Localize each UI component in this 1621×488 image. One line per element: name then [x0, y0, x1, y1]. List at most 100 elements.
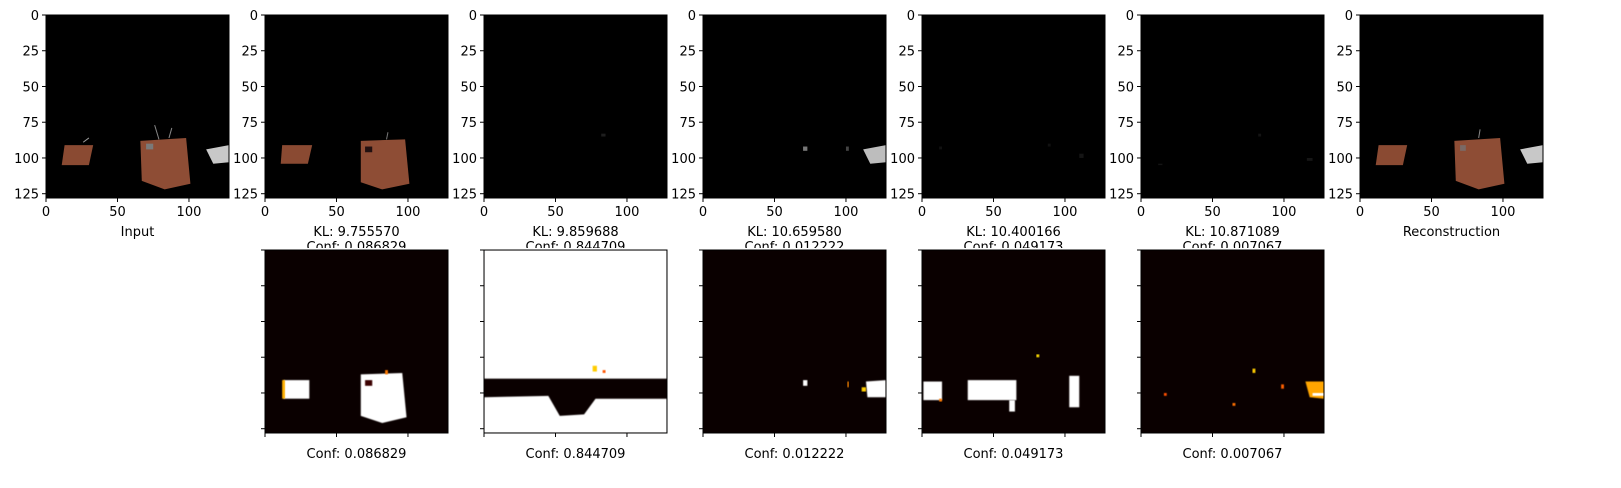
y-tick-label: 0 — [31, 9, 39, 24]
x-tick-label: 50 — [328, 205, 345, 220]
y-tick-label: 50 — [1117, 80, 1134, 95]
kl-label: KL: 10.659580 — [747, 225, 842, 240]
y-tick-label: 25 — [898, 45, 915, 60]
x-tick-label: 100 — [1272, 205, 1297, 220]
y-tick-label: 75 — [1336, 116, 1353, 131]
y-tick-label: 50 — [898, 80, 915, 95]
heatmap-panel-3: Conf: 0.012222 — [699, 248, 887, 462]
y-tick-label: 25 — [22, 45, 39, 60]
y-tick-label: 0 — [688, 9, 696, 24]
y-tick-label: 0 — [1345, 9, 1353, 24]
y-tick-label: 100 — [14, 152, 39, 167]
y-tick-label: 0 — [907, 9, 915, 24]
axes-frame — [1140, 249, 1325, 434]
axes-frame — [921, 14, 1106, 199]
y-tick-label: 0 — [1126, 9, 1134, 24]
kl-label: KL: 9.755570 — [313, 225, 399, 240]
y-tick-label: 125 — [233, 188, 258, 203]
heatmap-panel-1: Conf: 0.086829 — [261, 248, 449, 462]
y-tick-label: 100 — [1109, 152, 1134, 167]
y-tick-label: 125 — [452, 188, 477, 203]
heatmap-area — [265, 250, 448, 433]
y-tick-label: 50 — [241, 80, 258, 95]
x-tick-label: 50 — [1204, 205, 1221, 220]
heatmap-label: Conf: 0.007067 — [1183, 447, 1283, 462]
y-tick-label: 125 — [671, 188, 696, 203]
y-tick-label: 75 — [898, 116, 915, 131]
axes-frame — [483, 249, 668, 434]
axes-frame — [702, 14, 887, 199]
y-tick-label: 75 — [241, 116, 258, 131]
y-tick-label: 25 — [241, 45, 258, 60]
y-tick-label: 75 — [679, 116, 696, 131]
y-tick-label: 125 — [1109, 188, 1134, 203]
kl-label: KL: 10.400166 — [966, 225, 1061, 240]
image-area — [484, 15, 667, 198]
y-tick-label: 50 — [1336, 80, 1353, 95]
heatmap-panel-2: Conf: 0.844709 — [480, 248, 668, 462]
heatmap-label: Conf: 0.844709 — [526, 447, 626, 462]
y-tick-label: 25 — [1336, 45, 1353, 60]
image-area — [265, 15, 448, 198]
image-area — [703, 15, 886, 198]
x-tick-label: 50 — [1423, 205, 1440, 220]
image-area — [922, 15, 1105, 198]
y-tick-label: 100 — [890, 152, 915, 167]
axes-frame — [264, 14, 449, 199]
panel-label: Input — [121, 225, 155, 240]
axes-frame — [1359, 14, 1544, 199]
x-tick-label: 0 — [1137, 205, 1145, 220]
axes-frame — [264, 249, 449, 434]
y-tick-label: 125 — [1328, 188, 1353, 203]
axes-frame — [45, 14, 230, 199]
heatmap-label: Conf: 0.049173 — [964, 447, 1064, 462]
x-tick-label: 50 — [547, 205, 564, 220]
x-tick-label: 100 — [834, 205, 859, 220]
panel-label: Reconstruction — [1403, 225, 1500, 240]
x-tick-label: 0 — [699, 205, 707, 220]
image-area — [46, 15, 229, 198]
y-tick-label: 125 — [14, 188, 39, 203]
axes-frame — [1140, 14, 1325, 199]
heatmap-panel-5: Conf: 0.007067 — [1137, 248, 1325, 462]
y-tick-label: 50 — [679, 80, 696, 95]
y-tick-label: 100 — [1328, 152, 1353, 167]
x-tick-label: 100 — [615, 205, 640, 220]
y-tick-label: 25 — [1117, 45, 1134, 60]
x-tick-label: 0 — [480, 205, 488, 220]
image-panel-7: 0 50 100 0 25 50 75 100 125 Reconstruction — [1328, 9, 1544, 240]
y-tick-label: 25 — [460, 45, 477, 60]
heatmap-label: Conf: 0.086829 — [307, 447, 407, 462]
x-tick-label: 50 — [109, 205, 126, 220]
heatmap-label: Conf: 0.012222 — [745, 447, 845, 462]
y-tick-label: 75 — [1117, 116, 1134, 131]
kl-label: KL: 10.871089 — [1185, 225, 1280, 240]
y-tick-label: 75 — [460, 116, 477, 131]
x-tick-label: 100 — [1053, 205, 1078, 220]
axes-frame — [921, 249, 1106, 434]
axes-frame — [702, 249, 887, 434]
image-area — [1360, 15, 1543, 198]
x-tick-label: 100 — [396, 205, 421, 220]
kl-label: KL: 9.859688 — [532, 225, 618, 240]
image-panel-1: 0 50 100 0 25 50 75 100 125 Input — [14, 9, 230, 240]
y-tick-label: 25 — [679, 45, 696, 60]
heatmap-area — [703, 250, 886, 433]
x-tick-label: 100 — [1491, 205, 1516, 220]
y-tick-label: 50 — [460, 80, 477, 95]
x-tick-label: 0 — [261, 205, 269, 220]
x-tick-label: 50 — [766, 205, 783, 220]
y-tick-label: 0 — [469, 9, 477, 24]
y-tick-label: 75 — [22, 116, 39, 131]
x-tick-label: 0 — [1356, 205, 1364, 220]
y-tick-label: 0 — [250, 9, 258, 24]
y-tick-label: 50 — [22, 80, 39, 95]
x-tick-label: 50 — [985, 205, 1002, 220]
axes-frame — [483, 14, 668, 199]
x-tick-label: 0 — [42, 205, 50, 220]
